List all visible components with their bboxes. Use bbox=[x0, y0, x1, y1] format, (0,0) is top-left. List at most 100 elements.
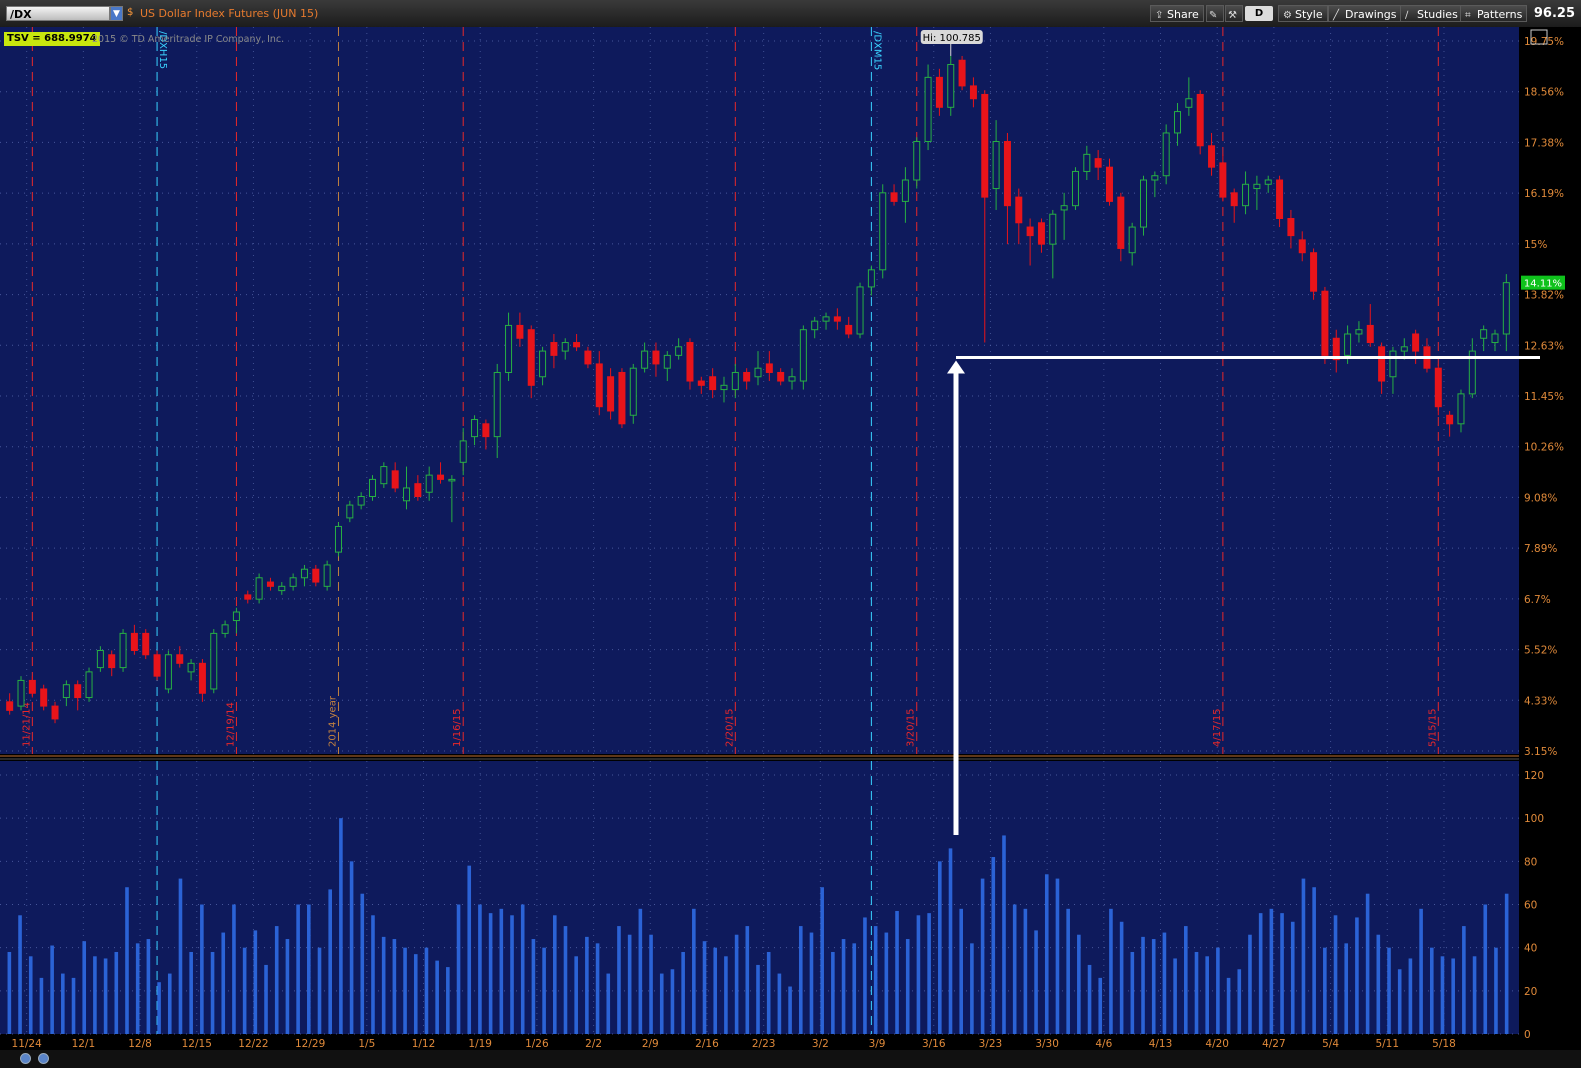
volume-bar bbox=[178, 878, 183, 1034]
candle-body bbox=[595, 363, 603, 408]
candle-body bbox=[765, 363, 773, 373]
x-tick-label: 2/16 bbox=[695, 1038, 719, 1050]
volume-bar bbox=[50, 945, 54, 1034]
candle-body bbox=[777, 371, 785, 382]
candle-body bbox=[935, 76, 943, 108]
patterns-button[interactable]: ⌗ Patterns bbox=[1460, 5, 1528, 22]
volume-bar bbox=[756, 964, 760, 1034]
volume-bar bbox=[1151, 939, 1156, 1034]
candle-body bbox=[1502, 282, 1510, 335]
patterns-icon: ⌗ bbox=[1465, 10, 1471, 21]
volume-bar bbox=[724, 956, 728, 1034]
candle-body bbox=[516, 324, 524, 339]
x-tick-label: 3/30 bbox=[1035, 1038, 1059, 1050]
symbol-input[interactable]: /DX bbox=[6, 6, 110, 21]
candle-body bbox=[1128, 226, 1136, 254]
x-tick-label: 2/9 bbox=[642, 1038, 659, 1050]
price-tick-label: 12.63% bbox=[1524, 340, 1564, 352]
studies-icon: ∕ bbox=[1405, 10, 1409, 21]
volume-bar bbox=[39, 977, 44, 1034]
volume-bar bbox=[71, 977, 76, 1034]
candle-body bbox=[1310, 252, 1318, 292]
candle-body bbox=[754, 367, 762, 378]
volume-bar bbox=[1344, 943, 1349, 1034]
volume-tick-label: 100 bbox=[1524, 813, 1544, 825]
candle-body bbox=[833, 316, 841, 322]
candle-body bbox=[414, 483, 422, 498]
volume-bar bbox=[253, 930, 258, 1034]
volume-bar bbox=[1269, 908, 1274, 1034]
candle-body bbox=[561, 342, 569, 352]
high-annotation-box bbox=[920, 29, 983, 44]
volume-bars bbox=[7, 818, 1509, 1034]
volume-bar bbox=[478, 904, 482, 1034]
volume-bar bbox=[1280, 913, 1284, 1034]
candle-body bbox=[663, 354, 671, 369]
x-tick-label: 5/11 bbox=[1375, 1038, 1399, 1050]
candle-body bbox=[958, 59, 966, 87]
volume-bar bbox=[927, 913, 931, 1034]
zoom-in-icon[interactable] bbox=[20, 1053, 31, 1064]
candle-body bbox=[96, 649, 104, 669]
candle-body bbox=[6, 701, 14, 711]
share-button[interactable]: ⇪ Share bbox=[1150, 5, 1204, 22]
settings-button[interactable]: ⚒ bbox=[1225, 5, 1243, 22]
candle-body bbox=[391, 470, 399, 489]
volume-bar bbox=[1365, 893, 1370, 1034]
volume-bar bbox=[200, 904, 204, 1034]
volume-bar bbox=[135, 943, 140, 1034]
x-tick-label: 4/27 bbox=[1262, 1038, 1286, 1050]
axes: 19.75% 18.56% 17.38% 16.19% 15% 13.82% 12.63% 1… bbox=[12, 36, 1565, 1050]
volume-bar bbox=[895, 910, 899, 1034]
candle-body bbox=[74, 684, 82, 699]
share-icon: ⇪ bbox=[1155, 10, 1164, 21]
candle-body bbox=[1026, 226, 1034, 237]
volume-bar bbox=[114, 951, 119, 1034]
volume-bar bbox=[1419, 908, 1423, 1034]
x-tick-label: 4/13 bbox=[1149, 1038, 1173, 1050]
candle-body bbox=[1003, 141, 1011, 207]
volume-bar bbox=[585, 936, 589, 1034]
volume-bar bbox=[1023, 908, 1028, 1034]
chart-canvas[interactable]: 11/21/14/DXH15 12/19/14 2014 year 1/16/15 2/… bbox=[0, 27, 1581, 1050]
volume-bar bbox=[649, 934, 653, 1034]
candle-body bbox=[527, 329, 535, 386]
candle-body bbox=[697, 380, 705, 386]
candle-body bbox=[1015, 196, 1023, 224]
candle-body bbox=[981, 93, 989, 198]
drawings-button[interactable]: ╱ Drawings bbox=[1328, 5, 1402, 22]
volume-bar bbox=[627, 934, 632, 1034]
candle-body bbox=[641, 350, 649, 369]
candle-body bbox=[255, 577, 263, 600]
volume-bar bbox=[1258, 913, 1263, 1034]
volume-bar bbox=[210, 951, 215, 1034]
volume-bar bbox=[232, 904, 236, 1034]
price-tick-label: 3.15% bbox=[1524, 746, 1557, 758]
candle-body bbox=[278, 585, 286, 592]
vertical-marker-label: 4/17/15 bbox=[1212, 708, 1223, 747]
zoom-out-icon[interactable] bbox=[38, 1053, 49, 1064]
candle-body bbox=[856, 286, 864, 335]
vertical-marker-label: /DXH15 bbox=[157, 31, 168, 69]
volume-bar bbox=[841, 939, 846, 1034]
candle-body bbox=[51, 705, 59, 720]
volume-bar bbox=[713, 947, 718, 1034]
patterns-label: Patterns bbox=[1477, 8, 1523, 21]
x-tick-label: 4/20 bbox=[1205, 1038, 1229, 1050]
candle-body bbox=[550, 342, 558, 356]
volume-bar bbox=[488, 913, 493, 1034]
candle-body bbox=[1366, 324, 1374, 344]
period-selector[interactable]: D bbox=[1245, 6, 1273, 21]
studies-button[interactable]: ∕ Studies bbox=[1400, 5, 1463, 22]
candle-body bbox=[629, 367, 637, 416]
volume-bar bbox=[1237, 969, 1242, 1034]
candle-body bbox=[62, 684, 70, 699]
candle-body bbox=[652, 350, 660, 365]
volume-bar bbox=[1184, 926, 1188, 1034]
volume-bar bbox=[1494, 947, 1498, 1034]
instrument-title: US Dollar Index Futures (JUN 15) bbox=[140, 7, 319, 20]
style-button[interactable]: ⚙ Style bbox=[1278, 5, 1328, 22]
symbol-dropdown-button[interactable]: ▼ bbox=[110, 6, 123, 21]
volume-bar bbox=[61, 973, 65, 1034]
draw-tool-button[interactable]: ✎ bbox=[1206, 5, 1224, 22]
